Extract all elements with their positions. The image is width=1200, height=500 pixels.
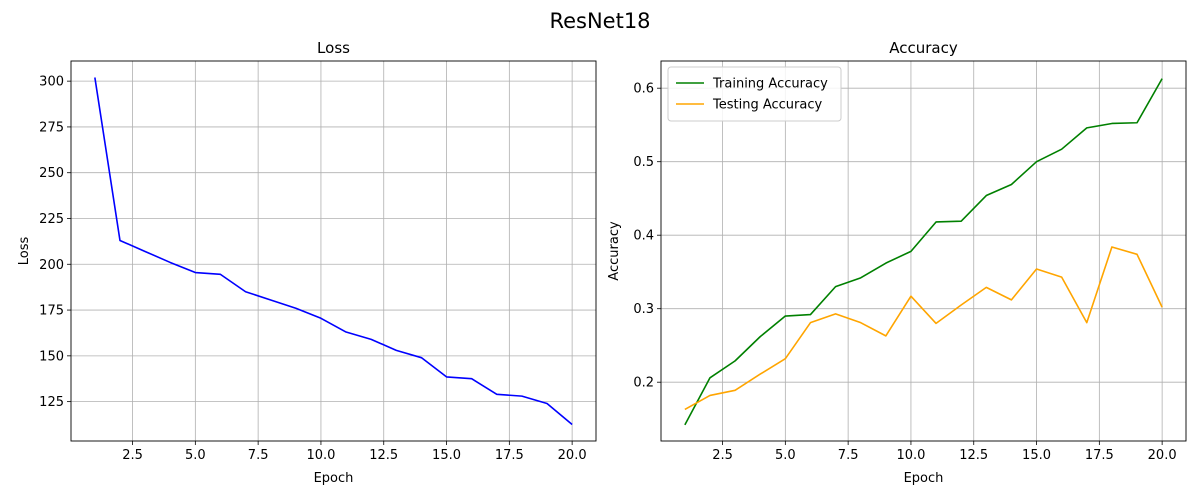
- loss-xlabel: Epoch: [314, 471, 354, 486]
- loss-xtick-label: 12.5: [369, 448, 398, 463]
- loss-ytick-label: 175: [39, 304, 64, 319]
- loss-xtick-label: 17.5: [495, 448, 524, 463]
- acc-axes-frame: [660, 60, 1187, 442]
- acc-xtick-label: 7.5: [838, 448, 859, 463]
- acc-ytick-label: 0.2: [633, 376, 654, 391]
- loss-ytick-label: 150: [39, 349, 64, 364]
- acc-ytick-label: 0.3: [633, 302, 654, 317]
- loss-axes-frame: [70, 60, 597, 442]
- acc-xtick-label: 10.0: [896, 448, 925, 463]
- loss-xtick-label: 10.0: [306, 448, 335, 463]
- acc-series-line-1: [684, 246, 1163, 411]
- loss-xtick-label: 2.5: [122, 448, 143, 463]
- loss-ytick-label: 200: [39, 258, 64, 273]
- acc-xtick-label: 20.0: [1148, 448, 1177, 463]
- loss-ylabel: Loss: [17, 237, 32, 266]
- acc-series-line-0: [684, 78, 1163, 426]
- acc-title: Accuracy: [889, 39, 958, 57]
- loss-xtick-label: 7.5: [248, 448, 269, 463]
- acc-legend-label-0: Training Accuracy: [712, 77, 828, 92]
- acc-xtick-label: 2.5: [712, 448, 733, 463]
- loss-xtick-label: 5.0: [185, 448, 206, 463]
- loss-xtick-label: 15.0: [432, 448, 461, 463]
- acc-legend-box: [667, 66, 842, 122]
- loss-ytick-label: 250: [39, 166, 64, 181]
- acc-ylabel: Accuracy: [607, 221, 622, 281]
- loss-ytick-label: 300: [39, 75, 64, 90]
- loss-xtick-label: 20.0: [558, 448, 587, 463]
- acc-xtick-label: 17.5: [1085, 448, 1114, 463]
- acc-xtick-label: 15.0: [1022, 448, 1051, 463]
- loss-ytick-label: 275: [39, 120, 64, 135]
- loss-series-line-0: [94, 77, 573, 426]
- acc-xlabel: Epoch: [904, 471, 944, 486]
- acc-ytick-label: 0.4: [633, 229, 654, 244]
- acc-xtick-label: 5.0: [775, 448, 796, 463]
- acc-ytick-label: 0.6: [633, 82, 654, 97]
- figure-title: ResNet18: [549, 9, 650, 33]
- acc-legend-label-1: Testing Accuracy: [712, 98, 822, 113]
- loss-title: Loss: [317, 39, 350, 57]
- acc-ytick-label: 0.5: [633, 155, 654, 170]
- acc-xtick-label: 12.5: [959, 448, 988, 463]
- acc-panel: 2.5 5.0 7.5 10.0 12.5 15.0 17.5 20.0 0.2 0.3 0.4 0.…: [607, 39, 1187, 486]
- loss-ytick-label: 125: [39, 395, 64, 410]
- loss-panel: 2.5 5.0 7.5 10.0 12.5 15.0 17.5 20.0 125 150 175 20…: [17, 39, 597, 486]
- loss-ytick-label: 225: [39, 212, 64, 227]
